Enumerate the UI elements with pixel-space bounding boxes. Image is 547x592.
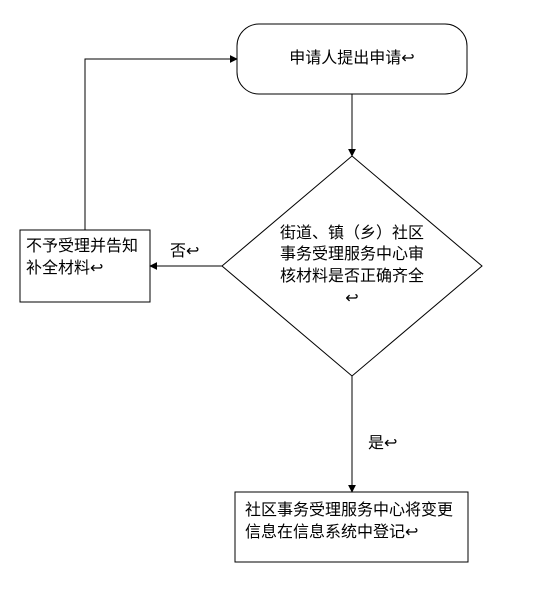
edge-reject-to-start	[85, 59, 237, 230]
edge-yes-label: 是↩	[368, 435, 397, 452]
edge-no-label: 否↩	[170, 243, 199, 260]
register-node: 社区事务受理服务中心将变更信息在信息系统中登记↩	[235, 492, 468, 562]
decision-node: 街道、镇（乡）社区事务受理服务中心审核材料是否正确齐全↩	[222, 156, 482, 376]
reject-node: 不予受理并告知补全材料↩	[20, 230, 150, 302]
reject-label: 不予受理并告知补全材料↩	[26, 236, 144, 279]
decision-label: 街道、镇（乡）社区事务受理服务中心审核材料是否正确齐全↩	[280, 223, 424, 309]
register-label: 社区事务受理服务中心将变更信息在信息系统中登记↩	[245, 500, 458, 543]
start-node: 申请人提出申请↩	[237, 24, 467, 94]
start-label: 申请人提出申请↩	[289, 48, 414, 70]
